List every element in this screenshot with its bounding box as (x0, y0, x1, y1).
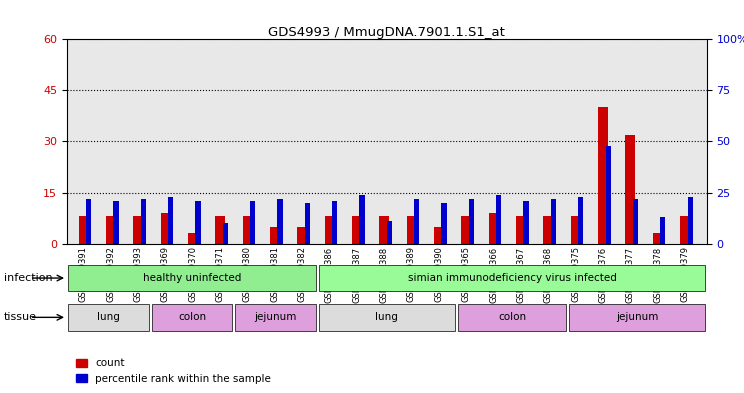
Text: jejunum: jejunum (616, 312, 658, 322)
Bar (569, 304, 705, 331)
Text: jejunum: jejunum (254, 312, 297, 322)
Bar (152, 304, 232, 331)
Bar (516, 217, 526, 244)
Bar (434, 227, 443, 244)
Bar (379, 217, 389, 244)
Bar (318, 265, 705, 291)
Bar (270, 227, 280, 244)
Legend: count, percentile rank within the sample: count, percentile rank within the sample (72, 354, 275, 388)
Bar (243, 217, 252, 244)
Bar (387, 221, 392, 244)
Text: lung: lung (97, 312, 120, 322)
Bar (524, 201, 529, 244)
Bar (305, 203, 310, 244)
Bar (680, 217, 690, 244)
Text: colon: colon (498, 312, 526, 322)
Bar (606, 145, 611, 244)
Bar (407, 217, 417, 244)
Bar (687, 196, 693, 244)
Text: GDS4993 / MmugDNA.7901.1.S1_at: GDS4993 / MmugDNA.7901.1.S1_at (269, 26, 505, 39)
Bar (188, 233, 197, 244)
Bar (168, 196, 173, 244)
Bar (551, 199, 556, 244)
Bar (543, 217, 553, 244)
Bar (79, 217, 88, 244)
Bar (324, 217, 334, 244)
Bar (626, 135, 635, 244)
Bar (598, 107, 608, 244)
Bar (469, 199, 474, 244)
Bar (578, 196, 583, 244)
Bar (489, 213, 498, 244)
Bar (359, 195, 365, 244)
Bar (161, 213, 170, 244)
Bar (133, 217, 143, 244)
Text: simian immunodeficiency virus infected: simian immunodeficiency virus infected (408, 273, 617, 283)
Bar (352, 217, 362, 244)
Bar (86, 199, 92, 244)
Bar (571, 217, 580, 244)
Bar (196, 201, 201, 244)
Text: lung: lung (376, 312, 398, 322)
Bar (106, 217, 115, 244)
Bar (298, 227, 307, 244)
Bar (235, 304, 316, 331)
Bar (68, 304, 149, 331)
Text: infection: infection (4, 273, 52, 283)
Bar (652, 233, 662, 244)
Bar (441, 203, 446, 244)
Bar (318, 304, 455, 331)
Bar (496, 195, 501, 244)
Bar (414, 199, 420, 244)
Bar (215, 217, 225, 244)
Bar (458, 304, 566, 331)
Bar (332, 201, 337, 244)
Bar (660, 217, 665, 244)
Bar (141, 199, 146, 244)
Bar (113, 201, 118, 244)
Bar (461, 217, 471, 244)
Bar (633, 199, 638, 244)
Text: colon: colon (178, 312, 206, 322)
Bar (250, 201, 255, 244)
Text: healthy uninfected: healthy uninfected (143, 273, 241, 283)
Text: tissue: tissue (4, 312, 36, 322)
Bar (278, 199, 283, 244)
Bar (222, 223, 228, 244)
Bar (68, 265, 316, 291)
